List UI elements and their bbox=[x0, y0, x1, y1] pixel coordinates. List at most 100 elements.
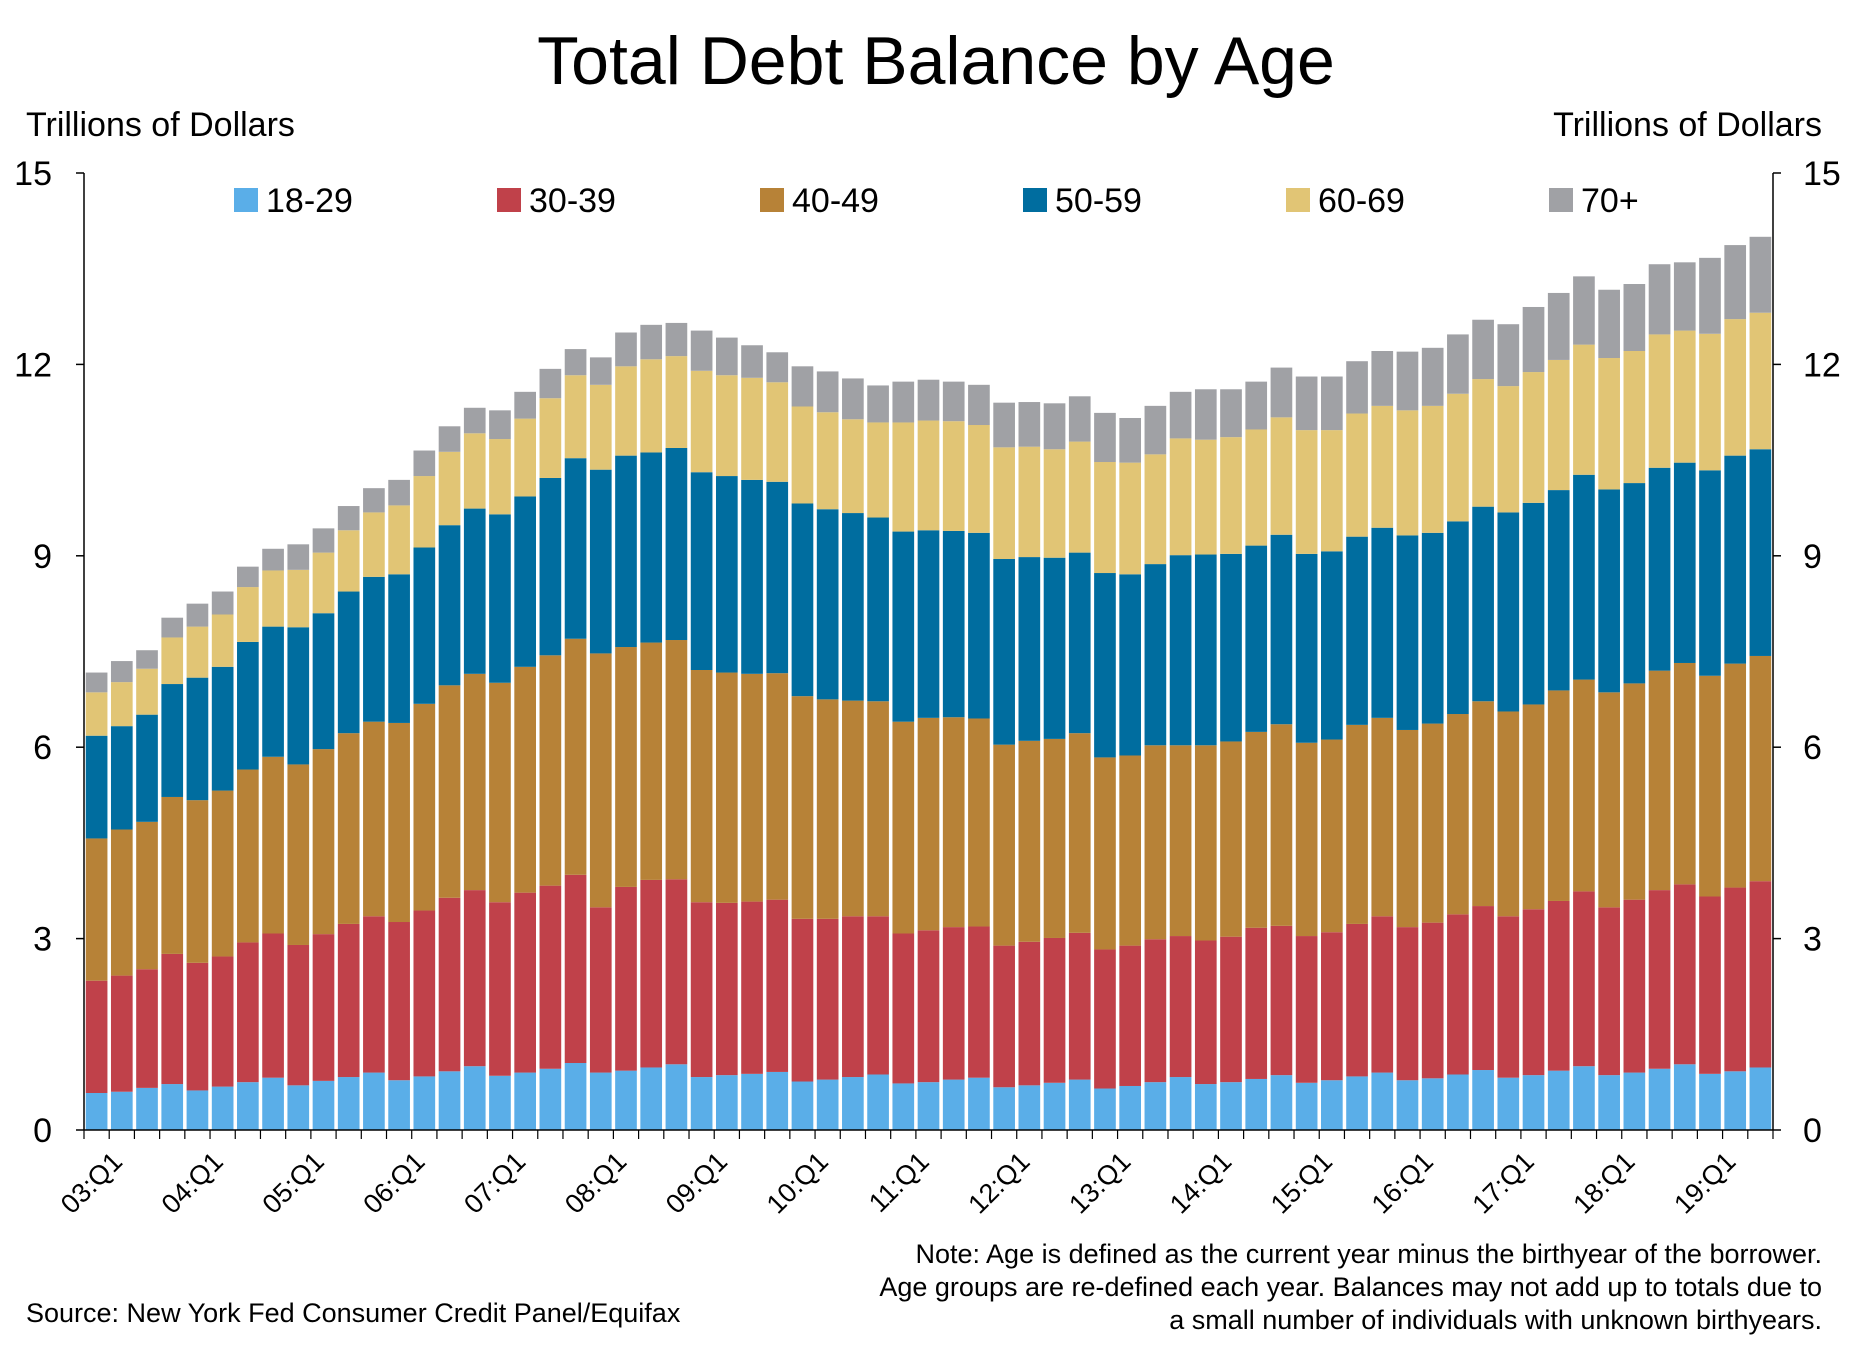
bar-segment-50-59-03:Q1 bbox=[85, 735, 108, 839]
bar-segment-40-49-10:Q3 bbox=[842, 700, 864, 917]
bar-segment-40-49-17:Q4 bbox=[1573, 679, 1595, 892]
bar-segment-50-59-03:Q4 bbox=[161, 684, 184, 797]
bar-segment-60-69-05:Q1 bbox=[287, 569, 310, 628]
bar-segment-30-39-07:Q4 bbox=[564, 874, 587, 1064]
bar-segment-70+-06:Q2 bbox=[413, 450, 436, 477]
bar-segment-30-39-03:Q1 bbox=[85, 980, 108, 1093]
bar-segment-70+-08:Q3 bbox=[640, 324, 663, 360]
bar-segment-30-39-05:Q1 bbox=[287, 944, 310, 1086]
bar-segment-60-69-09:Q3 bbox=[741, 377, 763, 480]
bar-segment-50-59-05:Q3 bbox=[337, 591, 360, 734]
x-tick-label-15:Q1: 15:Q1 bbox=[1265, 1146, 1338, 1219]
bar-segment-60-69-09:Q2 bbox=[715, 375, 738, 477]
bar-segment-30-39-03:Q2 bbox=[110, 975, 133, 1092]
legend-label-70+: 70+ bbox=[1581, 182, 1639, 220]
bar-segment-50-59-17:Q4 bbox=[1573, 474, 1595, 680]
bar-segment-50-59-06:Q4 bbox=[463, 508, 486, 674]
bar-segment-40-49-19:Q3 bbox=[1749, 655, 1772, 882]
bar-segment-30-39-07:Q2 bbox=[514, 892, 536, 1073]
bar-segment-50-59-04:Q3 bbox=[237, 641, 259, 770]
bar-segment-18-29-04:Q2 bbox=[211, 1086, 234, 1130]
bar-segment-40-49-06:Q4 bbox=[463, 673, 486, 891]
bar-segment-50-59-17:Q3 bbox=[1547, 490, 1570, 691]
y-tick-label-right-3: 3 bbox=[1803, 921, 1822, 959]
bar-segment-18-29-11:Q4 bbox=[968, 1077, 990, 1130]
bar-segment-40-49-13:Q1 bbox=[1094, 757, 1116, 950]
legend-label-60-69: 60-69 bbox=[1318, 182, 1405, 220]
bar-segment-50-59-13:Q2 bbox=[1119, 574, 1142, 756]
bar-segment-30-39-09:Q4 bbox=[766, 899, 789, 1072]
bar-segment-50-59-13:Q1 bbox=[1094, 573, 1116, 758]
bar-segment-18-29-03:Q4 bbox=[161, 1084, 184, 1130]
bar-segment-30-39-16:Q2 bbox=[1421, 922, 1444, 1079]
bar-segment-50-59-08:Q1 bbox=[589, 469, 612, 654]
y-tick-label-left-6: 6 bbox=[33, 729, 52, 767]
bar-segment-30-39-06:Q1 bbox=[388, 922, 410, 1081]
bar-segment-60-69-11:Q2 bbox=[917, 420, 940, 531]
bar-segment-40-49-14:Q4 bbox=[1270, 724, 1293, 926]
y-tick-label-right-6: 6 bbox=[1803, 729, 1822, 767]
x-tick-label-09:Q1: 09:Q1 bbox=[660, 1146, 733, 1219]
bar-segment-30-39-17:Q4 bbox=[1573, 891, 1595, 1067]
bar-segment-18-29-10:Q4 bbox=[867, 1074, 889, 1130]
bar-segment-40-49-18:Q2 bbox=[1623, 683, 1646, 900]
bar-segment-50-59-19:Q1 bbox=[1699, 470, 1721, 676]
y-tick-label-right-15: 15 bbox=[1803, 155, 1841, 193]
bar-segment-60-69-08:Q3 bbox=[640, 359, 663, 453]
x-tick-label-08:Q1: 08:Q1 bbox=[559, 1146, 632, 1219]
bar-segment-50-59-12:Q1 bbox=[993, 558, 1015, 745]
bar-segment-30-39-12:Q2 bbox=[1018, 941, 1041, 1086]
bar-segment-40-49-07:Q4 bbox=[564, 638, 587, 875]
y-tick-label-left-0: 0 bbox=[33, 1112, 52, 1150]
bar-segment-70+-05:Q1 bbox=[287, 544, 310, 570]
bar-segment-70+-03:Q3 bbox=[136, 650, 158, 669]
bar-segment-40-49-08:Q3 bbox=[640, 642, 663, 880]
bar-segment-60-69-10:Q1 bbox=[791, 406, 814, 504]
bar-segment-30-39-14:Q1 bbox=[1194, 940, 1217, 1085]
legend-label-18-29: 18-29 bbox=[266, 182, 353, 220]
bar-segment-18-29-15:Q2 bbox=[1321, 1080, 1343, 1130]
bar-segment-50-59-09:Q2 bbox=[715, 476, 738, 673]
bar-segment-40-49-09:Q3 bbox=[741, 673, 763, 902]
bar-segment-30-39-13:Q1 bbox=[1094, 949, 1116, 1089]
bar-segment-30-39-11:Q4 bbox=[968, 926, 990, 1078]
bar-segment-50-59-12:Q4 bbox=[1068, 552, 1091, 734]
bar-segment-70+-19:Q3 bbox=[1749, 236, 1772, 313]
bar-segment-50-59-10:Q1 bbox=[791, 503, 814, 697]
bar-segment-18-29-10:Q2 bbox=[816, 1079, 839, 1130]
bar-segment-60-69-05:Q2 bbox=[312, 552, 335, 614]
footnote: Note: Age is defined as the current year… bbox=[879, 1239, 1822, 1335]
bar-segment-40-49-03:Q3 bbox=[136, 821, 158, 970]
bar-segment-18-29-19:Q2 bbox=[1724, 1071, 1747, 1130]
bar-segment-70+-14:Q1 bbox=[1194, 389, 1217, 440]
bar-segment-60-69-12:Q2 bbox=[1018, 446, 1041, 558]
bar-segment-18-29-16:Q2 bbox=[1421, 1078, 1444, 1130]
bar-segment-18-29-17:Q2 bbox=[1522, 1075, 1545, 1130]
bar-segment-70+-18:Q3 bbox=[1648, 264, 1671, 335]
bar-segment-18-29-13:Q1 bbox=[1094, 1088, 1116, 1130]
bar-segment-40-49-07:Q3 bbox=[539, 655, 562, 886]
bars-layer bbox=[85, 236, 1772, 1130]
bar-segment-70+-12:Q2 bbox=[1018, 402, 1041, 447]
bar-segment-50-59-06:Q3 bbox=[438, 525, 461, 686]
bar-segment-40-49-16:Q4 bbox=[1472, 701, 1494, 907]
bar-segment-60-69-11:Q1 bbox=[892, 422, 915, 532]
bar-segment-40-49-12:Q4 bbox=[1068, 733, 1091, 933]
bar-segment-50-59-17:Q2 bbox=[1522, 502, 1545, 705]
y-tick-label-left-12: 12 bbox=[14, 346, 52, 384]
bar-segment-40-49-12:Q1 bbox=[993, 744, 1015, 946]
bar-segment-70+-10:Q1 bbox=[791, 366, 814, 407]
legend: 18-29 30-39 40-49 50-59 60-69 70+ bbox=[234, 182, 1639, 220]
bar-segment-70+-04:Q2 bbox=[211, 591, 234, 615]
x-tick-label-07:Q1: 07:Q1 bbox=[458, 1146, 531, 1219]
bar-segment-18-29-08:Q2 bbox=[615, 1070, 637, 1130]
bar-segment-50-59-16:Q3 bbox=[1447, 521, 1469, 715]
bar-segment-40-49-17:Q2 bbox=[1522, 704, 1545, 910]
bar-segment-18-29-07:Q2 bbox=[514, 1072, 536, 1130]
bar-segment-18-29-17:Q3 bbox=[1547, 1070, 1570, 1130]
bar-segment-18-29-14:Q3 bbox=[1245, 1078, 1268, 1130]
bar-segment-70+-06:Q1 bbox=[388, 479, 410, 506]
bar-segment-18-29-14:Q2 bbox=[1220, 1082, 1242, 1130]
bar-segment-60-69-03:Q4 bbox=[161, 637, 184, 685]
bar-segment-30-39-09:Q1 bbox=[690, 902, 713, 1078]
